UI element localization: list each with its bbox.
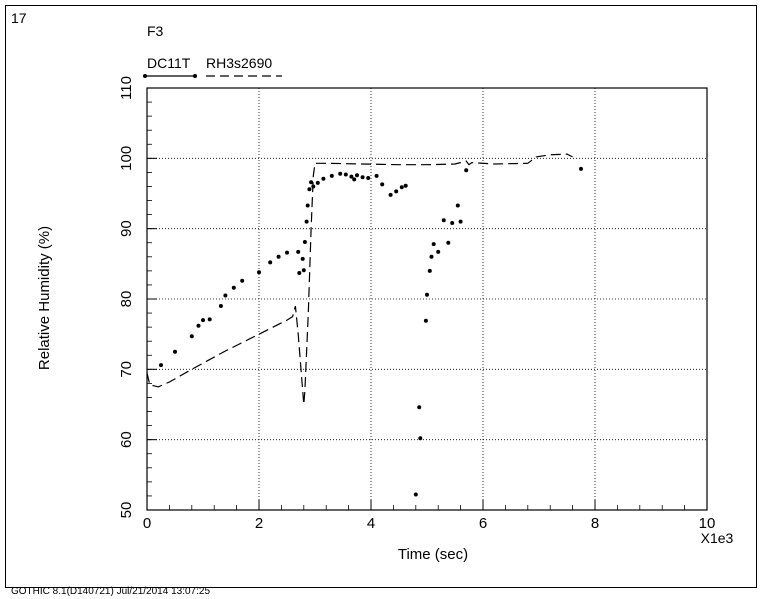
y-tick-label: 70: [118, 361, 135, 378]
y-tick-label: 100: [118, 146, 135, 171]
data-point-dc11t: [329, 173, 334, 178]
panel-number: 17: [11, 10, 27, 26]
chart-frame: [5, 5, 757, 588]
data-point-dc11t: [343, 172, 348, 177]
data-point-dc11t: [240, 278, 245, 283]
data-point-dc11t: [423, 318, 428, 323]
data-point-dc11t: [427, 268, 432, 273]
data-point-dc11t: [380, 182, 385, 187]
y-tick-label: 80: [118, 291, 135, 308]
data-point-dc11t: [352, 177, 357, 182]
grid: [147, 88, 707, 510]
data-point-dc11t: [429, 254, 434, 259]
y-tick-label: 60: [118, 431, 135, 448]
x-tick-label: 8: [591, 515, 599, 532]
data-point-dc11t: [450, 221, 455, 225]
data-point-dc11t: [579, 166, 583, 171]
data-point-dc11t: [196, 323, 201, 328]
chart-title: F3: [147, 23, 164, 39]
x-tick-label: 4: [367, 515, 375, 532]
data-point-dc11t: [297, 271, 302, 275]
data-point-dc11t: [300, 256, 305, 261]
x-axis-multiplier: X1e3: [701, 530, 734, 546]
y-tick-label: 110: [118, 76, 135, 100]
x-tick-label: 0: [143, 515, 151, 532]
data-point-dc11t: [218, 304, 223, 308]
data-point-dc11t: [201, 318, 205, 323]
data-point-dc11t: [231, 285, 236, 290]
data-point-dc11t: [309, 180, 314, 185]
data-point-dc11t: [304, 219, 309, 224]
data-point-dc11t: [305, 203, 310, 208]
data-point-dc11t: [315, 180, 320, 185]
data-point-dc11t: [302, 240, 307, 244]
legend-label-dc11t: DC11T: [147, 55, 191, 71]
axis-ticks: 0 2 4 6 8 10 50 60 70 80 90 100 110: [118, 76, 715, 532]
data-point-dc11t: [399, 185, 404, 190]
data-point-dc11t: [257, 270, 261, 275]
data-point-dc11t: [189, 334, 194, 339]
data-point-dc11t: [159, 363, 163, 368]
x-tick-label: 2: [255, 515, 263, 532]
data-point-dc11t: [207, 317, 212, 322]
data-point-dc11t: [431, 242, 436, 247]
series-line-rh3s2690: [146, 153, 573, 405]
x-tick-label: 10: [699, 515, 716, 532]
series: [146, 153, 583, 497]
legend-label-rh3s2690: RH3s2690: [206, 55, 272, 71]
data-point-dc11t: [355, 173, 359, 178]
data-point-dc11t: [464, 168, 469, 173]
data-point-dc11t: [436, 249, 441, 254]
x-axis-label: Time (sec): [398, 546, 468, 563]
data-point-dc11t: [388, 192, 393, 197]
data-point-dc11t: [403, 183, 408, 188]
data-point-dc11t: [418, 436, 423, 441]
x-tick-label: 6: [479, 515, 487, 532]
y-tick-label: 50: [118, 502, 135, 519]
data-point-dc11t: [441, 218, 446, 223]
data-point-dc11t: [413, 492, 418, 497]
data-point-dc11t: [394, 189, 399, 194]
data-point-dc11t: [173, 349, 177, 354]
y-axis-label: Relative Humidity (%): [36, 226, 53, 370]
legend-dot-dc11t-left: [143, 74, 147, 78]
data-point-dc11t: [276, 254, 281, 259]
data-point-dc11t: [446, 240, 451, 245]
data-point-dc11t: [285, 250, 289, 255]
data-point-dc11t: [458, 219, 463, 224]
footer-stamp: GOTHIC 8.1(D140721) Jul/21/2014 13:07:25: [11, 586, 210, 597]
data-point-dc11t: [425, 292, 429, 297]
data-point-dc11t: [321, 176, 326, 181]
data-point-dc11t: [366, 176, 371, 180]
data-point-dc11t: [301, 268, 306, 273]
data-point-dc11t: [296, 249, 301, 254]
data-point-dc11t: [455, 203, 460, 208]
data-point-dc11t: [349, 174, 354, 179]
data-point-dc11t: [417, 405, 422, 410]
data-point-dc11t: [360, 175, 365, 180]
data-point-dc11t: [268, 260, 273, 265]
data-point-dc11t: [338, 171, 343, 176]
data-point-dc11t: [223, 293, 228, 298]
legend-dot-dc11t-right: [193, 74, 197, 78]
legend: DC11T RH3s2690: [143, 55, 282, 78]
data-point-dc11t: [307, 187, 312, 192]
y-tick-label: 90: [118, 220, 135, 237]
data-point-dc11t: [374, 173, 379, 178]
